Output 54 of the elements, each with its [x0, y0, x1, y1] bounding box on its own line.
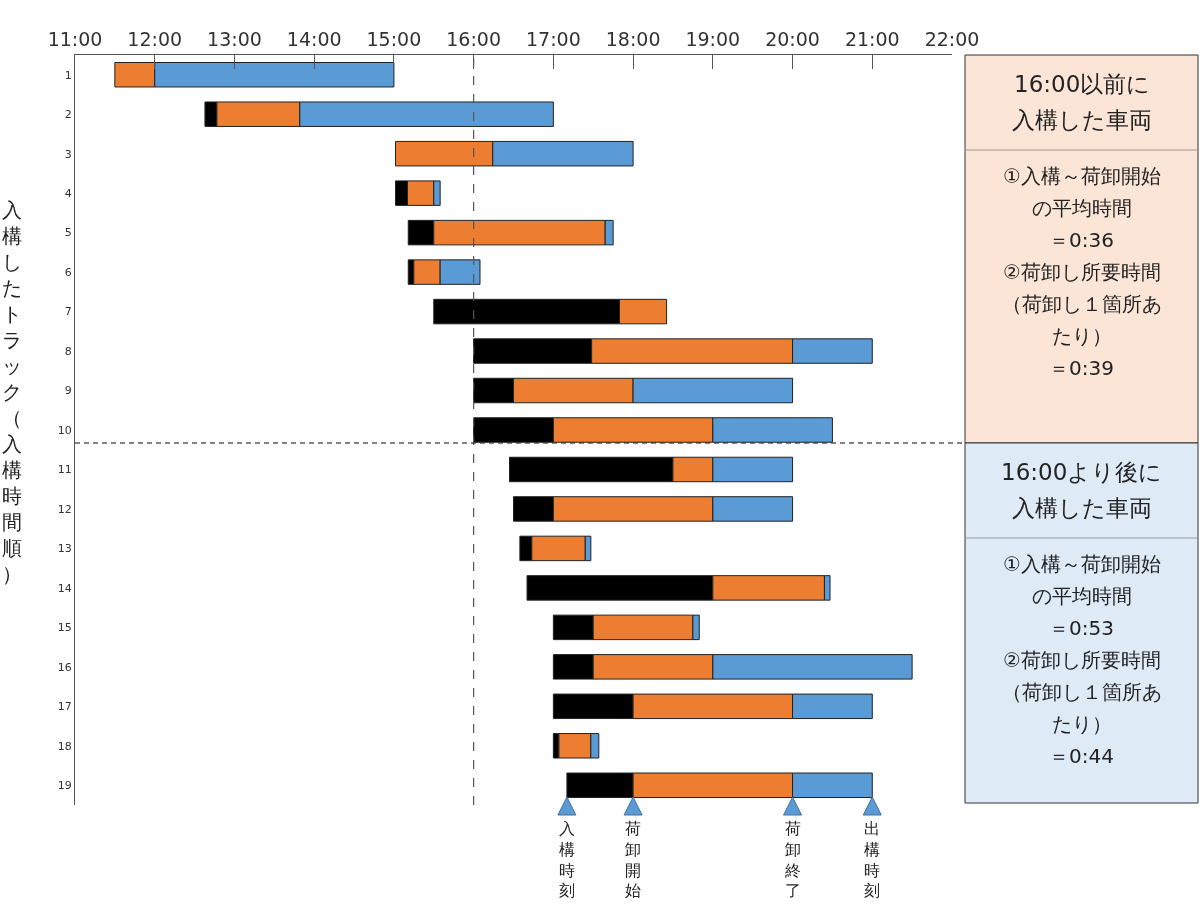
x-tick-label: 14:00	[286, 28, 342, 51]
text: 入構時刻	[559, 819, 575, 901]
text: ②荷卸し所要時間	[1003, 648, 1161, 672]
y-tick-label: 17	[57, 700, 72, 714]
x-tick-label: 13:00	[207, 28, 262, 51]
y-tick-label: 16	[57, 660, 72, 674]
text: ＝0:53	[1049, 616, 1114, 640]
x-tick-label: 20:00	[765, 28, 820, 51]
y-tick-label: 8	[64, 344, 72, 358]
y-tick-label: 11	[57, 463, 72, 477]
x-tick-label: 18:00	[605, 28, 661, 51]
x-tick-label: 19:00	[685, 28, 741, 51]
y-tick-label: 2	[64, 108, 72, 122]
text: 荷卸終了	[784, 819, 801, 901]
x-tick-label: 16:00	[446, 28, 502, 51]
x-tick-label: 12:00	[127, 28, 183, 51]
text: たり）	[1052, 324, 1112, 348]
y-tick-label: 9	[64, 384, 72, 398]
text: ②荷卸し所要時間	[1003, 260, 1161, 284]
y-tick-label: 18	[57, 739, 72, 753]
y-tick-label: 19	[57, 779, 72, 793]
text: ＝0:39	[1049, 356, 1114, 380]
text: 16:00以前に	[1014, 71, 1151, 97]
text: （荷卸し１箇所あ	[1002, 292, 1162, 316]
text: の平均時間	[1032, 584, 1132, 608]
x-tick-label: 22:00	[924, 28, 980, 51]
x-tick-label: 11:00	[47, 28, 103, 51]
y-tick-label: 7	[64, 305, 72, 319]
y-tick-label: 12	[57, 502, 72, 516]
y-tick-label: 6	[64, 265, 72, 279]
y-tick-label: 4	[64, 187, 72, 201]
text: ＝0:36	[1049, 228, 1114, 252]
x-tick-label: 15:00	[366, 28, 422, 51]
y-tick-label: 15	[57, 621, 72, 635]
y-tick-label: 1	[64, 68, 72, 82]
x-tick-label: 17:00	[525, 28, 581, 51]
text: 荷卸開始	[625, 819, 641, 901]
text: 入構した車両	[1012, 107, 1152, 133]
text: ①入構～荷卸開始	[1003, 552, 1161, 576]
x-tick-label: 21:00	[844, 28, 900, 51]
y-tick-label: 5	[64, 226, 72, 240]
y-tick-label: 10	[57, 423, 72, 437]
text: ＝0:44	[1049, 744, 1114, 768]
text: ①入構～荷卸開始	[1003, 164, 1161, 188]
text: 出構時刻	[864, 819, 880, 901]
text: たり）	[1052, 712, 1112, 736]
text: （荷卸し１箇所あ	[1002, 680, 1162, 704]
text: 16:00より後に	[1001, 459, 1163, 485]
text: 入構した車両	[1012, 495, 1152, 521]
y-tick-label: 3	[64, 147, 72, 161]
text: の平均時間	[1032, 196, 1132, 220]
text: 入構したトラック（入構時間順）	[2, 198, 22, 586]
y-tick-label: 14	[57, 581, 72, 595]
y-tick-label: 13	[57, 542, 72, 556]
